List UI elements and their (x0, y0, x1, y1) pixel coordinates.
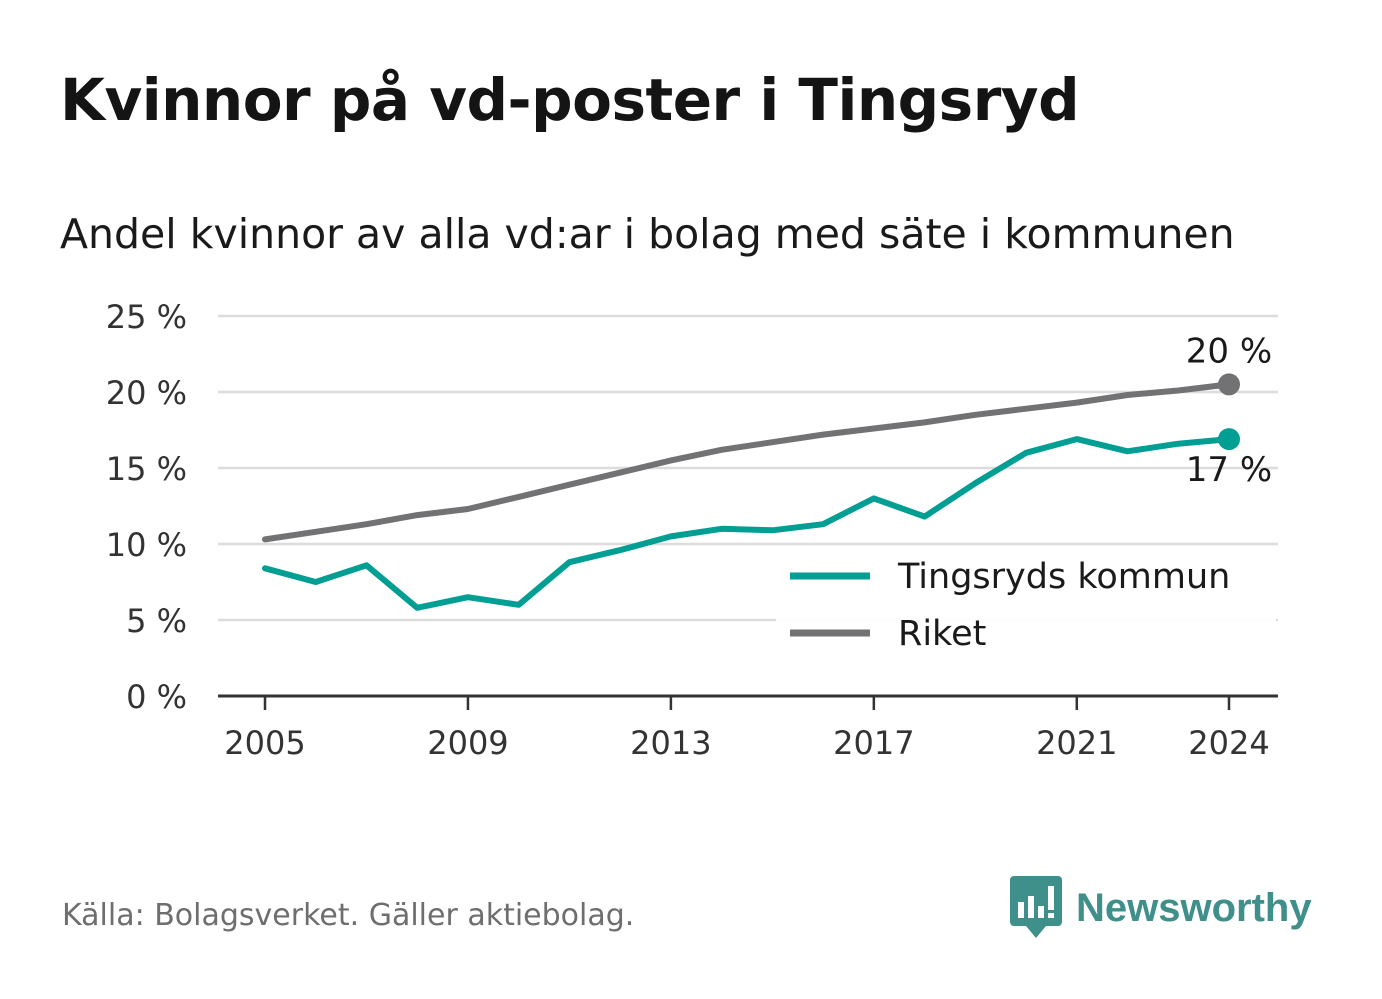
end-value-label: 20 % (1186, 331, 1272, 371)
brand-name: Newsworthy (1076, 885, 1312, 930)
brand: Newsworthy (1010, 876, 1312, 940)
x-tick-label: 2013 (630, 724, 711, 762)
y-tick-label: 25 % (106, 298, 187, 336)
end-point-tingsryd (1218, 428, 1240, 451)
y-tick-label: 5 % (126, 602, 187, 640)
end-point-riket (1218, 373, 1240, 396)
chart-subtitle: Andel kvinnor av alla vd:ar i bolag med … (60, 210, 1235, 258)
x-tick-label: 2005 (224, 724, 305, 762)
x-tick-label: 2009 (427, 724, 508, 762)
end-labels: 20 % 17 % (1186, 331, 1272, 490)
x-tick-label: 2024 (1188, 724, 1269, 762)
y-tick-label: 15 % (106, 450, 187, 488)
grid-lines (218, 314, 1278, 622)
y-tick-label: 10 % (106, 526, 187, 564)
x-axis: 2005 2009 2013 2017 2021 2024 (218, 694, 1278, 762)
legend-background (776, 546, 1276, 666)
chart-title: Kvinnor på vd-poster i Tingsryd (60, 66, 1080, 134)
legend-label: Tingsryds kommun (897, 557, 1230, 597)
y-tick-label: 0 % (126, 678, 187, 716)
y-axis-ticks: 0 % 5 % 10 % 15 % 20 % 25 % (106, 298, 187, 716)
legend: Tingsryds kommun Riket (776, 546, 1276, 666)
series-line-tingsryd (262, 436, 1232, 611)
x-tick-label: 2017 (833, 724, 914, 762)
newsworthy-logo-icon (1010, 876, 1062, 938)
series-line-riket (262, 381, 1232, 543)
legend-label: Riket (898, 614, 986, 654)
y-tick-label: 20 % (106, 374, 187, 412)
end-value-label: 17 % (1186, 450, 1272, 490)
source-note: Källa: Bolagsverket. Gäller aktiebolag. (62, 898, 635, 933)
series-lines (262, 373, 1240, 611)
x-tick-label: 2021 (1036, 724, 1117, 762)
